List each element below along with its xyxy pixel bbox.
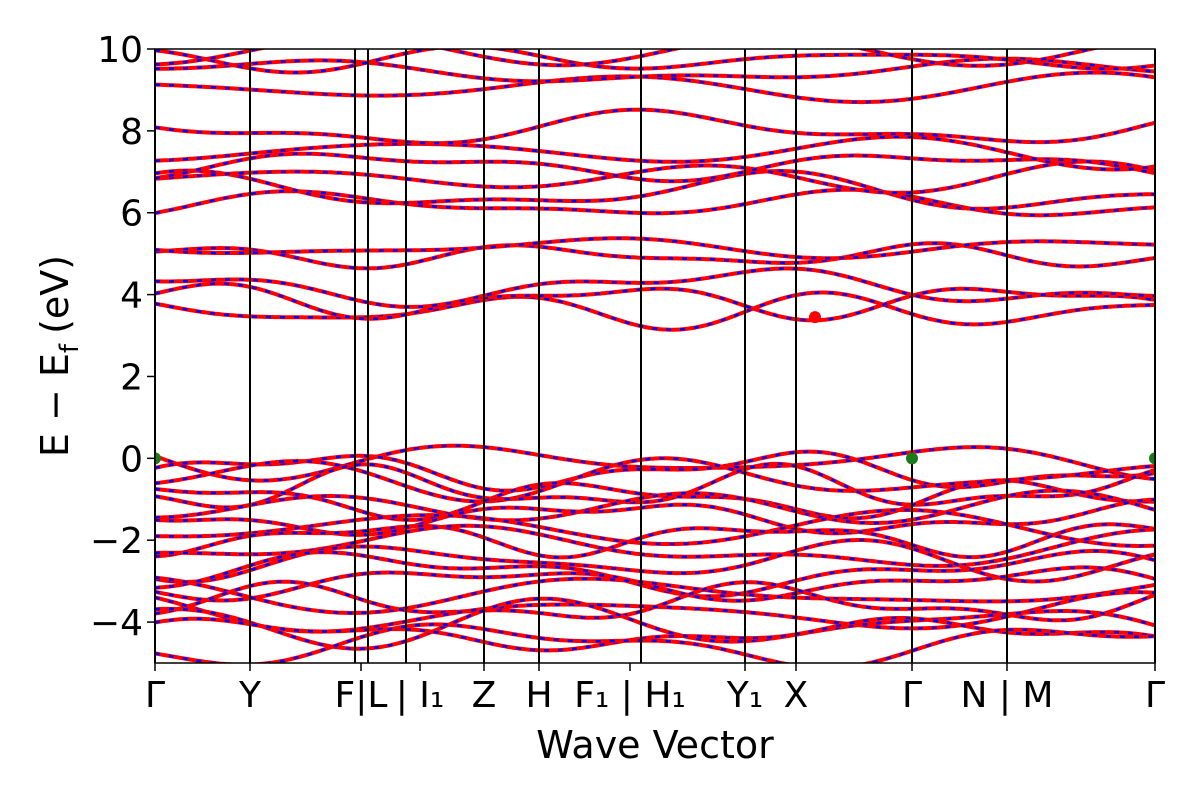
x-tick-label-1: Y (238, 675, 262, 716)
x-tick-label-8: X (784, 675, 809, 716)
band-0-blue (155, 291, 1155, 331)
kpoint-lines (154, 49, 1156, 663)
band-22-blue (155, 508, 1155, 548)
band-27-blue (155, 566, 1155, 602)
band-16-blue (155, 450, 1155, 492)
band-9-red (155, 134, 1155, 172)
x-tick-label-4: Z (472, 675, 497, 716)
band-22-red (155, 508, 1155, 548)
band-6-blue (155, 169, 1155, 211)
x-tick-label-7: Y₁ (726, 675, 763, 716)
y-tick-label-5: 0 (120, 439, 143, 480)
x-tick-label-9: Γ (902, 675, 922, 716)
band-14-blue (155, 49, 1097, 68)
y-axis-label-subscript: f (55, 343, 85, 353)
x-ticks: Γ Y F|L | I₁ Z H F₁ | H₁ Y₁ X Γ N | M Γ (145, 663, 1165, 716)
band-26-blue (155, 549, 1155, 598)
band-13-blue (155, 49, 1155, 74)
y-axis-label: E − Ef (eV) (33, 255, 85, 457)
x-axis-label: Wave Vector (536, 723, 774, 767)
band-28-blue (155, 576, 1155, 615)
marker-1 (906, 452, 918, 465)
band-18-red (155, 461, 1155, 510)
x-tick-label-6: F₁ | H₁ (574, 675, 686, 716)
band-10-red (155, 107, 1155, 146)
band-7-red (155, 159, 1155, 195)
band-5-blue (155, 188, 1155, 217)
band-25-blue (155, 538, 1155, 584)
band-24-blue (155, 524, 1155, 568)
bands-layer (155, 49, 1155, 663)
y-tick-label-2: 6 (120, 194, 143, 235)
band-10-blue (155, 108, 1155, 145)
x-tick-label-10: N | M (960, 675, 1053, 716)
x-tick-label-0: Γ (145, 675, 165, 716)
y-tick-label-4: 2 (120, 357, 143, 398)
band-2-blue (155, 267, 1155, 309)
band-29-blue (155, 580, 1155, 622)
y-tick-label-0: 10 (97, 30, 143, 71)
band-32-red (155, 616, 1155, 653)
band-21-blue (155, 498, 1155, 537)
x-tick-label-11: Γ (1145, 675, 1165, 716)
band-7-blue (155, 160, 1155, 195)
band-21-red (155, 497, 1155, 537)
band-3-blue (155, 241, 1155, 270)
y-axis-label-unit: (eV) (33, 255, 77, 334)
band-8-blue (155, 152, 1155, 183)
y-tick-label-7: −4 (90, 603, 143, 644)
y-tick-label-3: 4 (120, 276, 143, 317)
band-33-blue (155, 623, 1155, 663)
band-4-red (155, 236, 1155, 261)
x-tick-label-2: F|L (335, 675, 388, 716)
y-axis-label-main: E − E (33, 353, 77, 457)
band-31-blue (155, 597, 1155, 650)
y-tick-label-1: 8 (120, 112, 143, 153)
band-20-blue (155, 489, 1155, 525)
band-23-blue (155, 523, 1155, 559)
x-tick-label-3: | I₁ (396, 675, 445, 716)
band-17-blue (155, 457, 1155, 503)
marker-0 (155, 452, 161, 465)
band-30-red (155, 590, 1155, 634)
y-ticks: 10 8 6 4 2 0 −2 −4 (90, 30, 155, 644)
plot-frame (154, 48, 1156, 664)
x-tick-label-5: H (525, 675, 552, 716)
band-1-blue (155, 282, 1155, 322)
marker-3 (809, 311, 821, 324)
band-30-blue (155, 590, 1155, 633)
marker-2 (1149, 452, 1155, 465)
y-tick-label-6: −2 (90, 521, 143, 562)
markers-layer (155, 311, 1155, 465)
